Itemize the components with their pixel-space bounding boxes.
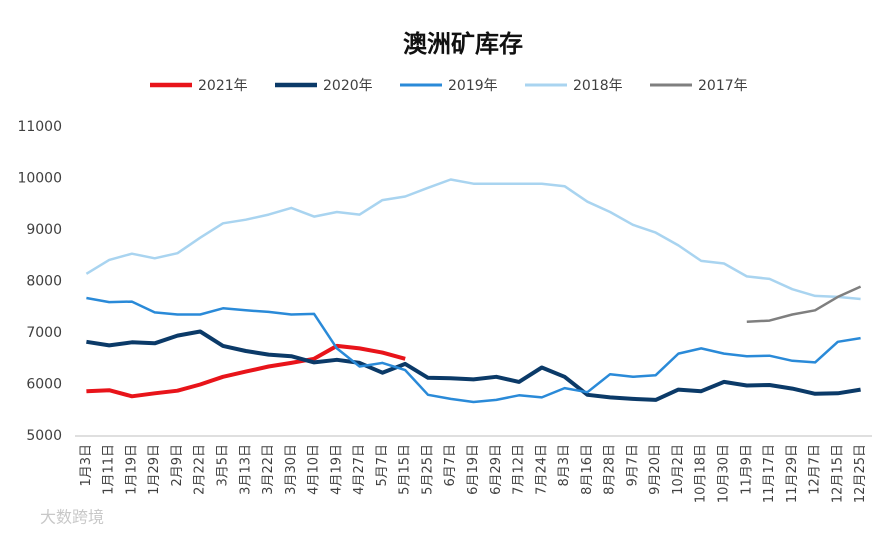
legend-label: 2020年 <box>323 78 373 94</box>
y-tick-label: 11000 <box>17 119 62 135</box>
x-tick-label: 3月30日 <box>284 444 299 495</box>
x-tick-label: 8月28日 <box>603 444 618 495</box>
legend-label: 2018年 <box>573 78 623 94</box>
x-tick-label: 1月19日 <box>124 444 139 495</box>
x-tick-label: 9月7日 <box>625 444 640 487</box>
x-tick-label: 10月18日 <box>694 444 709 503</box>
x-tick-label: 8月3日 <box>557 444 572 487</box>
x-tick-label: 10月2日 <box>671 444 686 495</box>
watermark: 大数跨境 <box>40 508 104 527</box>
x-tick-label: 8月16日 <box>580 444 595 495</box>
series-line <box>746 285 862 323</box>
x-tick-label: 1月11日 <box>102 444 117 495</box>
x-tick-label: 4月10日 <box>307 444 322 495</box>
y-tick-label: 5000 <box>26 428 62 444</box>
x-tick-label: 11月17日 <box>762 444 777 503</box>
x-tick-label: 6月19日 <box>466 444 481 495</box>
y-tick-label: 7000 <box>26 325 62 341</box>
x-tick-label: 3月5日 <box>216 444 231 487</box>
y-tick-label: 10000 <box>17 171 62 187</box>
x-tick-label: 5月7日 <box>375 444 390 487</box>
x-tick-label: 3月22日 <box>261 444 276 495</box>
series-line <box>85 178 861 301</box>
x-tick-label: 6月29日 <box>489 444 504 495</box>
x-tick-label: 4月19日 <box>329 444 344 495</box>
x-tick-label: 12月25日 <box>853 444 868 503</box>
x-tick-label: 2月22日 <box>193 444 208 495</box>
y-tick-label: 8000 <box>26 274 62 290</box>
series-line <box>86 296 861 404</box>
x-tick-label: 2月9日 <box>170 444 185 487</box>
y-tick-label: 6000 <box>26 377 62 393</box>
x-tick-label: 4月27日 <box>352 444 367 495</box>
x-tick-label: 5月25日 <box>420 444 435 495</box>
x-tick-label: 1月29日 <box>147 444 162 495</box>
legend-label: 2017年 <box>698 78 748 94</box>
x-tick-label: 9月20日 <box>648 444 663 495</box>
x-tick-label: 12月7日 <box>808 444 823 495</box>
legend-label: 2021年 <box>198 78 248 94</box>
x-tick-label: 1月3日 <box>79 444 94 487</box>
x-tick-label: 7月12日 <box>512 444 527 495</box>
x-tick-label: 11月29日 <box>785 444 800 503</box>
chart-title: 澳洲矿库存 <box>403 30 523 58</box>
series-line <box>86 343 406 399</box>
legend-label: 2019年 <box>448 78 498 94</box>
x-tick-label: 11月9日 <box>739 444 754 495</box>
x-tick-label: 12月15日 <box>830 444 845 503</box>
x-tick-label: 7月24日 <box>534 444 549 495</box>
x-tick-label: 10月30日 <box>716 444 731 503</box>
x-tick-label: 6月7日 <box>443 444 458 487</box>
x-tick-label: 3月13日 <box>238 444 253 495</box>
x-tick-label: 5月15日 <box>398 444 413 495</box>
y-tick-label: 9000 <box>26 222 62 238</box>
series-line <box>86 329 861 402</box>
